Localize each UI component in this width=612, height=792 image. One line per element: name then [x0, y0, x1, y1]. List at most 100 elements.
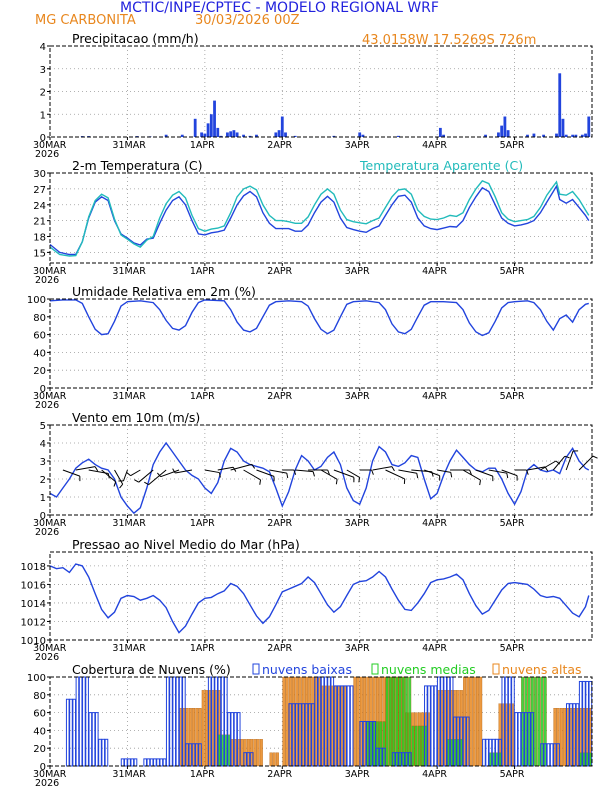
x-tick-label: 4APR	[422, 391, 447, 402]
wind-barb	[437, 469, 451, 473]
cloud-bar-nuvens-baixas	[127, 758, 131, 767]
chart-title: MCTIC/INPE/CPTEC - MODELO REGIONAL WRF	[120, 0, 439, 16]
x-tick-label: 2APR	[267, 769, 292, 780]
cloud-bar-nuvens-baixas	[585, 680, 589, 767]
precip-bar	[232, 130, 236, 137]
cloud-bar-nuvens-baixas	[482, 738, 486, 767]
x-tick-year-label: 2026	[35, 275, 59, 286]
cloud-bar-nuvens-baixas	[101, 738, 106, 767]
wind-barb-feather	[592, 455, 598, 459]
cloud-bar-nuvens-baixas	[156, 758, 160, 767]
precip-bar	[180, 134, 184, 137]
x-tick-label: 30MAR	[33, 140, 67, 151]
precip-bar	[587, 116, 591, 137]
wind-barb-feather	[293, 469, 297, 475]
x-tick-label: 3APR	[345, 391, 370, 402]
cloud-bar-nuvens-altas	[285, 676, 289, 767]
wind-barb	[372, 466, 393, 471]
precip-bar	[574, 134, 578, 137]
cloud-bar-nuvens-baixas	[333, 685, 338, 767]
precip-bar	[235, 132, 239, 137]
cloud-bar-nuvens-baixas	[243, 752, 247, 767]
precip-bar	[332, 135, 336, 137]
cloud-bar-nuvens-baixas	[104, 738, 109, 767]
cloud-bar-nuvens-baixas	[82, 676, 86, 767]
wind-barb-feather	[526, 469, 529, 475]
wind-barb	[204, 469, 220, 474]
panel-title: Precipitacao (mm/h)	[72, 31, 199, 46]
precip-bar	[248, 135, 252, 137]
x-tick-label: 3APR	[345, 266, 370, 277]
precip-bar	[497, 132, 500, 137]
cloud-bar-nuvens-altas	[559, 708, 563, 767]
cloud-bar-nuvens-baixas	[178, 676, 183, 767]
precip-bar	[561, 118, 565, 137]
cloud-bar-nuvens-altas	[253, 739, 257, 767]
cloud-bar-nuvens-baixas	[249, 752, 254, 767]
cloud-bar-nuvens-medias	[411, 725, 415, 767]
wind-barb	[122, 469, 128, 482]
wind-barb-feather	[564, 455, 570, 459]
wind-barb	[160, 469, 180, 478]
panel-frame	[49, 676, 593, 767]
cloud-bar-nuvens-baixas	[436, 676, 441, 767]
wind-barb-feather	[450, 472, 453, 478]
panel-title: 2-m Temperatura (C)	[72, 158, 203, 173]
cloud-bar-nuvens-baixas	[517, 712, 522, 767]
cloud-bar-nuvens-altas	[282, 676, 286, 767]
series-line-3-0	[49, 441, 590, 515]
cloud-bar-nuvens-altas	[259, 739, 263, 767]
x-tick-label: 30MAR	[33, 769, 67, 780]
precip-bar	[242, 134, 245, 137]
precip-bar	[200, 132, 204, 137]
x-tick-label: 2APR	[267, 140, 292, 151]
y-tick-label: 0	[40, 384, 46, 395]
cloud-bar-nuvens-baixas	[546, 743, 551, 767]
y-tick-label: 1016	[21, 580, 46, 591]
x-tick-label: 4APR	[422, 769, 447, 780]
x-tick-label: 30MAR	[33, 391, 67, 402]
legend-label: nuvens altas	[502, 662, 582, 677]
x-tick-year-label: 2026	[35, 527, 59, 538]
y-tick-label: 40	[33, 726, 46, 737]
wind-barb	[527, 466, 546, 471]
precip-bar	[484, 134, 487, 137]
cloud-bar-nuvens-baixas	[169, 676, 173, 767]
cloud-bar-nuvens-baixas	[88, 712, 93, 767]
panel-frame	[49, 298, 593, 389]
wind-barb	[578, 455, 594, 471]
x-tick-label: 3APR	[345, 518, 370, 529]
y-tick-label: 1	[40, 110, 46, 121]
wind-barb	[62, 469, 80, 477]
wind-barb	[295, 469, 314, 473]
cloud-bar-nuvens-altas	[563, 708, 567, 767]
y-tick-label: 27	[33, 185, 46, 196]
x-tick-label: 2APR	[267, 518, 292, 529]
cloud-bar-nuvens-baixas	[520, 712, 525, 767]
y-tick-label: 0	[40, 762, 46, 773]
y-tick-label: 1012	[21, 617, 46, 628]
wind-barb-feather	[506, 473, 509, 479]
precip-bar	[203, 133, 207, 137]
x-tick-label: 4APR	[422, 266, 447, 277]
y-tick-label: 1018	[21, 562, 46, 573]
wind-barb	[333, 469, 354, 478]
y-tick-label: 2	[40, 88, 46, 99]
wind-barb-feather	[312, 471, 315, 477]
legend-label: nuvens medias	[381, 662, 476, 677]
x-tick-year-label: 2026	[35, 400, 59, 411]
wind-barb-feather	[126, 472, 131, 477]
panel-title: Umidade Relativa em 2m (%)	[72, 284, 256, 299]
cloud-bar-nuvens-altas	[201, 690, 205, 767]
cloud-bar-nuvens-baixas	[69, 698, 73, 767]
panel-title: Pressao ao Nivel Medio do Mar (hPa)	[72, 537, 300, 552]
x-tick-label: 5APR	[500, 140, 525, 151]
y-tick-label: 100	[27, 673, 46, 684]
y-tick-label: 15	[33, 248, 46, 259]
precip-bar	[580, 134, 584, 137]
y-tick-label: 24	[33, 201, 46, 212]
precip-bar	[226, 132, 229, 137]
cloud-bar-nuvens-baixas	[172, 676, 177, 767]
precip-bar	[206, 123, 210, 137]
